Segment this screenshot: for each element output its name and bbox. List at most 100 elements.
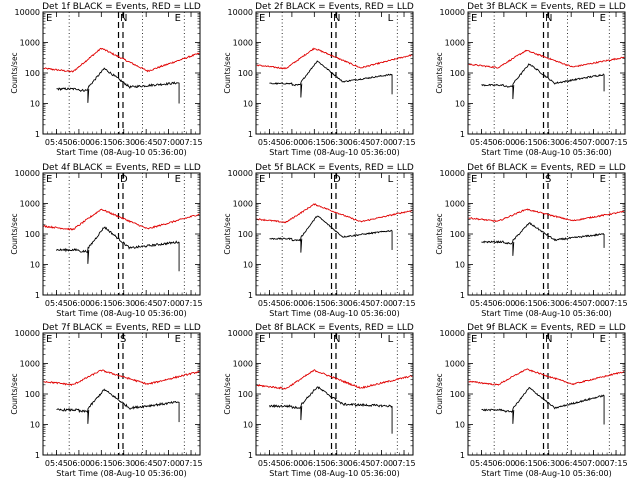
lld-series-line (43, 208, 200, 231)
y-axis-label: Counts/sec (435, 213, 444, 254)
y-axis-label: Counts/sec (10, 52, 19, 93)
events-dip-spike (512, 409, 515, 424)
marker-letter: E (471, 174, 477, 185)
marker-letter: E (600, 334, 606, 345)
y-tick-label: 1000 (445, 39, 465, 48)
y-tick-label: 10 (455, 421, 465, 430)
y-tick-label: 10000 (440, 329, 465, 338)
x-axis-label: Start Time (08-Aug-10 05:36:00) (269, 309, 400, 318)
marker-letter: E (46, 13, 52, 24)
x-tick-label: 06:30 (112, 299, 135, 308)
x-tick-label: 05:45 (258, 138, 281, 147)
x-tick-label: 05:45 (258, 299, 281, 308)
x-tick-label: 07:15 (179, 299, 202, 308)
y-tick-label: 1000 (20, 39, 40, 48)
y-tick-label: 10000 (15, 169, 40, 178)
lld-series-line (256, 369, 413, 390)
x-tick-label: 05:45 (470, 138, 493, 147)
marker-letter: E (46, 334, 52, 345)
x-tick-label: 06:45 (135, 459, 158, 468)
marker-letter: E (471, 13, 477, 24)
y-tick-label: 1 (35, 291, 40, 300)
marker-letter: E (259, 174, 265, 185)
x-tick-label: 06:00 (492, 138, 515, 147)
x-tick-label: 06:00 (280, 459, 303, 468)
y-tick-label: 1000 (20, 200, 40, 209)
events-dip-spike (512, 85, 515, 100)
y-tick-label: 1 (248, 451, 253, 460)
x-tick-label: 06:00 (492, 459, 515, 468)
marker-letter: E (259, 334, 265, 345)
y-tick-label: 1000 (233, 360, 253, 369)
x-tick-label: 06:30 (112, 138, 135, 147)
y-tick-label: 1000 (445, 200, 465, 209)
events-series-line (56, 226, 180, 253)
marker-letter: E (600, 13, 606, 24)
y-tick-label: 10 (243, 421, 253, 430)
x-tick-label: 06:30 (325, 138, 348, 147)
x-tick-label: 07:00 (582, 138, 605, 147)
x-tick-label: 06:45 (560, 459, 583, 468)
x-tick-label: 06:30 (325, 299, 348, 308)
panel-title: Det 7f BLACK = Events, RED = LLD (42, 323, 201, 333)
marker-letter: L (388, 13, 394, 24)
y-tick-label: 10000 (15, 8, 40, 17)
x-tick-label: 06:45 (348, 459, 371, 468)
y-tick-label: 1000 (233, 39, 253, 48)
x-tick-label: 05:45 (470, 459, 493, 468)
x-tick-label: 06:45 (135, 299, 158, 308)
y-axis-label: Counts/sec (10, 213, 19, 254)
x-tick-label: 06:30 (537, 459, 560, 468)
x-axis-label: Start Time (08-Aug-10 05:36:00) (269, 469, 400, 478)
events-dip-spike (300, 406, 303, 421)
x-tick-label: 07:15 (179, 138, 202, 147)
lld-series-line (468, 368, 625, 386)
y-tick-label: 1 (35, 130, 40, 139)
y-tick-label: 1000 (233, 200, 253, 209)
x-tick-label: 07:15 (604, 459, 627, 468)
panel-title: Det 8f BLACK = Events, RED = LLD (255, 323, 414, 333)
panel-title: Det 2f BLACK = Events, RED = LLD (255, 2, 414, 12)
lld-series-line (43, 47, 200, 73)
y-axis-label: Counts/sec (223, 213, 232, 254)
events-series-line (269, 60, 393, 87)
y-tick-label: 1 (248, 130, 253, 139)
marker-letter: N (333, 334, 340, 345)
x-axis-label: Start Time (08-Aug-10 05:36:00) (481, 148, 612, 157)
x-tick-label: 07:00 (370, 299, 393, 308)
x-axis-label: Start Time (08-Aug-10 05:36:00) (481, 469, 612, 478)
x-tick-label: 06:00 (280, 138, 303, 147)
lld-series-line (256, 203, 413, 224)
y-tick-label: 10000 (440, 169, 465, 178)
events-series-line (269, 386, 393, 410)
y-tick-label: 100 (238, 390, 253, 399)
events-series-line (269, 215, 393, 242)
panel-title: Det 3f BLACK = Events, RED = LLD (467, 2, 626, 12)
x-tick-label: 06:15 (303, 459, 326, 468)
y-tick-label: 1000 (445, 360, 465, 369)
lld-series-line (468, 49, 625, 69)
y-axis-label: Counts/sec (10, 373, 19, 414)
x-tick-label: 06:15 (515, 299, 538, 308)
panel-title: Det 5f BLACK = Events, RED = LLD (255, 163, 414, 173)
x-tick-label: 05:45 (45, 299, 68, 308)
y-tick-label: 10000 (228, 169, 253, 178)
y-tick-label: 10000 (440, 8, 465, 17)
y-tick-label: 10000 (15, 329, 40, 338)
x-tick-label: 06:00 (67, 299, 90, 308)
x-tick-label: 06:30 (112, 459, 135, 468)
x-tick-label: 06:45 (348, 299, 371, 308)
x-tick-label: 06:15 (90, 138, 113, 147)
y-tick-label: 100 (450, 390, 465, 399)
marker-letter: N (120, 13, 127, 24)
x-tick-label: 06:30 (325, 459, 348, 468)
marker-letter: E (175, 334, 181, 345)
events-dip-spike (300, 238, 303, 253)
